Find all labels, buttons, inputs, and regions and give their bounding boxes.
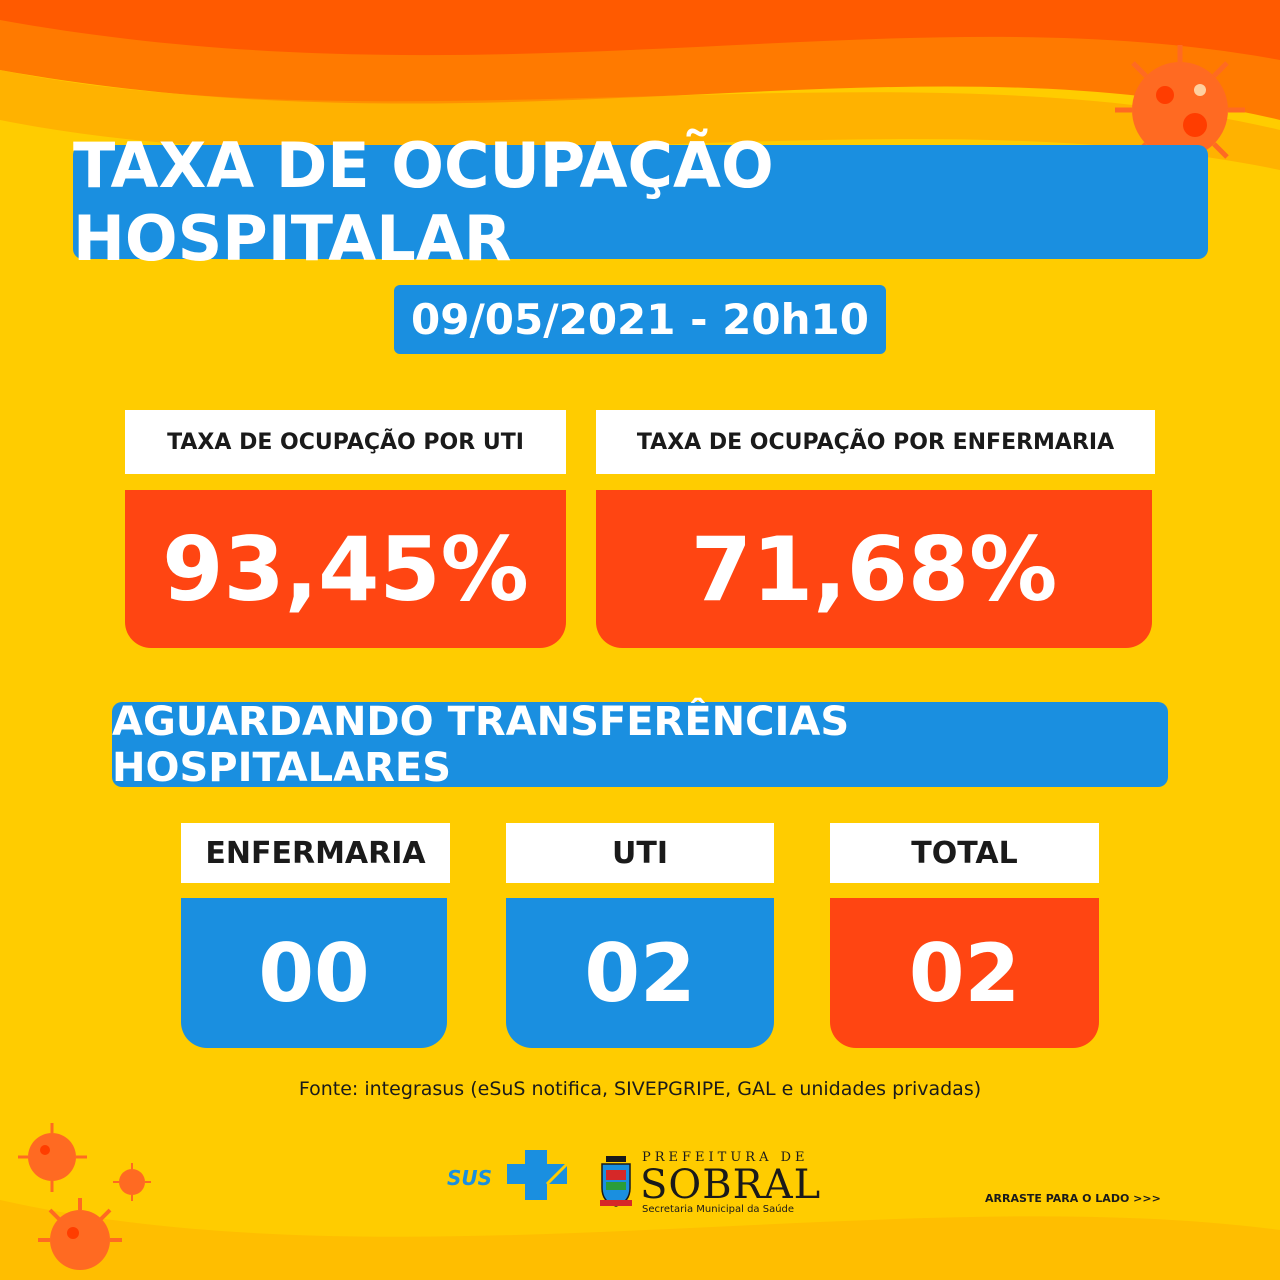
transfer-value-enfermaria: 00 [181, 898, 447, 1048]
virus-icon [113, 1163, 151, 1201]
swipe-hint: ARRASTE PARA O LADO >>> [985, 1192, 1161, 1205]
date-time: 09/05/2021 - 20h10 [411, 295, 869, 344]
label-text: TOTAL [911, 835, 1018, 871]
ward-occupancy-label: TAXA DE OCUPAÇÃO POR ENFERMARIA [596, 410, 1155, 474]
transfer-label-enfermaria: ENFERMARIA [181, 823, 450, 883]
transfer-value-uti: 02 [506, 898, 774, 1048]
label-text: UTI [612, 835, 668, 871]
transfers-heading: AGUARDANDO TRANSFERÊNCIAS HOSPITALARES [112, 698, 850, 791]
transfers-banner: AGUARDANDO TRANSFERÊNCIAS HOSPITALARES [112, 699, 1168, 791]
virus-icon [1115, 45, 1245, 175]
value-text: 02 [908, 926, 1021, 1020]
uti-occupancy-label: TAXA DE OCUPAÇÃO POR UTI [125, 410, 566, 474]
date-banner: 09/05/2021 - 20h10 [394, 285, 886, 354]
plus-cross-icon [507, 1150, 569, 1200]
sobral-logo: PREFEITURA DE SOBRAL Secretaria Municipa… [598, 1148, 838, 1218]
value-text: 71,68% [690, 517, 1058, 621]
value-text: 00 [258, 926, 370, 1020]
source-note: Fonte: integrasus (eSuS notifica, SIVEPG… [298, 1078, 982, 1100]
label-text: ENFERMARIA [205, 835, 426, 871]
virus-icon [38, 1198, 122, 1270]
sus-logo: SUS [447, 1150, 572, 1200]
sus-logo-text: SUS [447, 1166, 493, 1190]
virus-icon [18, 1123, 87, 1192]
transfer-label-total: TOTAL [830, 823, 1099, 883]
secretaria-label: Secretaria Municipal da Saúde [642, 1204, 795, 1215]
uti-occupancy-value: 93,45% [125, 490, 566, 648]
page-title: TAXA DE OCUPAÇÃO HOSPITALAR [73, 129, 774, 275]
label-text: TAXA DE OCUPAÇÃO POR ENFERMARIA [636, 429, 1115, 455]
value-text: 02 [584, 926, 696, 1020]
ward-occupancy-value: 71,68% [596, 490, 1152, 648]
label-text: TAXA DE OCUPAÇÃO POR UTI [167, 429, 524, 455]
crest-icon [600, 1156, 632, 1207]
title-banner: TAXA DE OCUPAÇÃO HOSPITALAR [73, 129, 1208, 275]
transfer-value-total: 02 [830, 898, 1099, 1048]
transfer-label-uti: UTI [506, 823, 774, 883]
city-name: SOBRAL [640, 1162, 822, 1208]
value-text: 93,45% [162, 517, 529, 621]
prefeitura-label: PREFEITURA DE [642, 1150, 809, 1165]
